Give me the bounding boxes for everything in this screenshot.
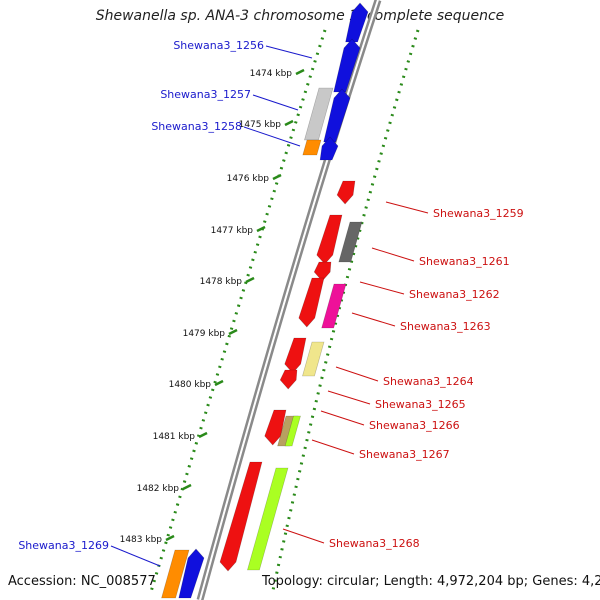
tick-mark bbox=[245, 276, 255, 284]
tick-mark bbox=[228, 328, 238, 336]
gene-shewana3-1258 bbox=[319, 136, 339, 161]
label-shewana3-1269[interactable]: Shewana3_1269 bbox=[18, 539, 109, 552]
cog-block bbox=[302, 139, 322, 156]
accession-text: Accession: NC_008577 bbox=[8, 574, 156, 589]
cog-block bbox=[321, 283, 347, 329]
tick-label: 1478 kbp bbox=[200, 277, 243, 287]
tick-mark bbox=[214, 379, 224, 387]
tick-label: 1477 kbp bbox=[211, 226, 254, 236]
cog-block bbox=[161, 549, 190, 599]
tick-mark bbox=[182, 483, 192, 491]
cog-block bbox=[284, 415, 301, 447]
label-shewana3-1264[interactable]: Shewana3_1264 bbox=[383, 375, 474, 388]
gene-shewana3-1261 bbox=[316, 214, 343, 265]
gene-shewana3-1262 bbox=[298, 277, 325, 328]
label-shewana3-1262[interactable]: Shewana3_1262 bbox=[409, 288, 500, 301]
tick-label: 1482 kbp bbox=[137, 484, 180, 494]
tick-label: 1480 kbp bbox=[169, 380, 212, 390]
cog-block bbox=[338, 221, 363, 263]
leader-line bbox=[371, 247, 415, 262]
tick-label: 1475 kbp bbox=[239, 120, 282, 130]
tick-mark bbox=[165, 534, 175, 542]
gene-labels: Shewana3_1256 Shewana3_1257 Shewana3_1258 S… bbox=[18, 39, 524, 567]
tick-label: 1474 kbp bbox=[250, 69, 293, 79]
gene-shewana3-1269 bbox=[178, 548, 205, 599]
gene-shewana3-1259 bbox=[336, 180, 356, 205]
leader-line bbox=[385, 201, 429, 214]
cog-block bbox=[302, 341, 325, 377]
tick-mark bbox=[284, 119, 294, 127]
map-title: Shewanella sp. ANA-3 chromosome 1, compl… bbox=[95, 8, 505, 24]
label-shewana3-1256[interactable]: Shewana3_1256 bbox=[173, 39, 264, 52]
label-shewana3-1261[interactable]: Shewana3_1261 bbox=[419, 255, 510, 268]
gene-shewana3-1265 bbox=[264, 409, 287, 446]
label-shewana3-1259[interactable]: Shewana3_1259 bbox=[433, 207, 524, 220]
cog-block bbox=[247, 467, 289, 571]
label-shewana3-1258[interactable]: Shewana3_1258 bbox=[151, 120, 242, 133]
tick-label: 1481 kbp bbox=[153, 432, 196, 442]
tick-mark bbox=[256, 225, 266, 233]
backbone-highlight bbox=[199, 0, 379, 600]
label-shewana3-1265[interactable]: Shewana3_1265 bbox=[375, 398, 466, 411]
leader-line bbox=[351, 312, 396, 327]
gene-shewana3-1263 bbox=[284, 337, 307, 374]
genes bbox=[161, 2, 369, 599]
leader-line bbox=[327, 390, 371, 405]
label-shewana3-1257[interactable]: Shewana3_1257 bbox=[160, 88, 251, 101]
tick-label: 1483 kbp bbox=[120, 535, 163, 545]
tick-mark bbox=[295, 68, 305, 76]
gene-reverse bbox=[313, 261, 332, 282]
gene-shewana3-1268 bbox=[219, 461, 263, 572]
label-shewana3-1268[interactable]: Shewana3_1268 bbox=[329, 537, 420, 550]
leader-line bbox=[320, 410, 365, 426]
gene-shewana3-1264 bbox=[279, 369, 298, 390]
tick-marks: 1474 kbp 1475 kbp 1476 kbp 1477 kbp 1478 kbp… bbox=[120, 68, 305, 545]
label-shewana3-1267[interactable]: Shewana3_1267 bbox=[359, 448, 450, 461]
tick-mark bbox=[198, 431, 208, 439]
leader-line bbox=[335, 366, 379, 382]
leader-line bbox=[243, 126, 301, 147]
leader-line bbox=[110, 545, 161, 567]
leader-line bbox=[311, 439, 355, 455]
leader-line bbox=[252, 94, 299, 111]
leader-line bbox=[265, 45, 313, 59]
tick-label: 1476 kbp bbox=[227, 174, 270, 184]
tick-label: 1479 kbp bbox=[183, 329, 226, 339]
label-shewana3-1263[interactable]: Shewana3_1263 bbox=[400, 320, 491, 333]
leader-line bbox=[282, 528, 325, 544]
topology-text: Topology: circular; Length: 4,972,204 bp… bbox=[262, 574, 600, 589]
tick-mark bbox=[272, 173, 282, 181]
leader-line bbox=[359, 281, 405, 295]
label-shewana3-1266[interactable]: Shewana3_1266 bbox=[369, 419, 460, 432]
